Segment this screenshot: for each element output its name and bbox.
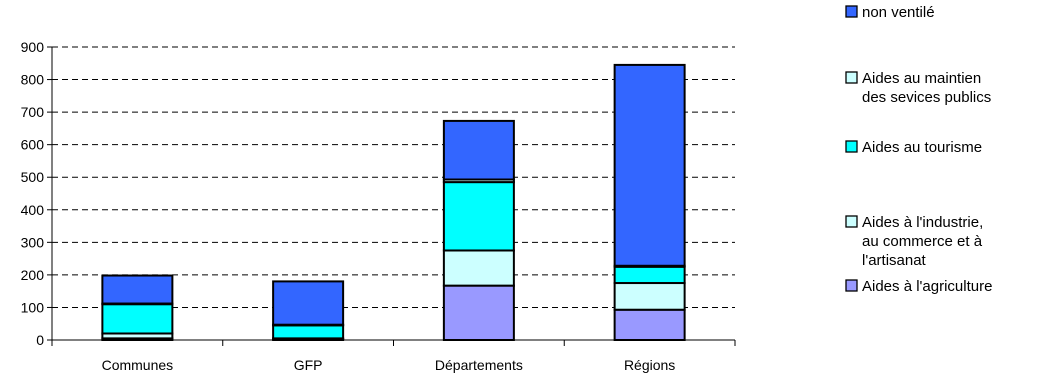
x-tick-label: GFP <box>294 357 323 373</box>
legend-label: Aides à l'agriculture <box>862 278 992 295</box>
bars <box>101 63 686 342</box>
legend-swatch <box>845 140 858 153</box>
y-tick-label: 200 <box>21 267 45 283</box>
bar-segment <box>272 280 345 326</box>
y-tick-label: 700 <box>21 104 45 120</box>
bar-segment <box>272 324 345 340</box>
bar-segment <box>101 303 174 335</box>
bar-segment <box>442 119 515 181</box>
bar-segment <box>101 274 174 305</box>
legend-label: Aides au maintien <box>862 70 981 87</box>
y-tick-label: 0 <box>36 332 44 348</box>
legend-label: l'artisanat <box>862 252 927 269</box>
legend-swatch <box>845 279 858 292</box>
bar-segment <box>442 284 515 342</box>
x-tick-label: Départements <box>435 357 523 373</box>
x-tick-label: Communes <box>102 357 174 373</box>
bar-segment <box>442 181 515 252</box>
legend-swatch <box>845 71 858 84</box>
bar-segment <box>613 282 686 311</box>
y-axis: 0 100 200 300 400 500 600 700 800 900 <box>21 39 53 348</box>
legend-label: des sevices publics <box>862 89 991 106</box>
legend-swatch <box>845 215 858 228</box>
y-tick-label: 800 <box>21 72 45 88</box>
bar-segment <box>613 308 686 341</box>
legend: non ventilé Aides au maintien des sevices … <box>845 4 992 295</box>
y-tick-label: 400 <box>21 202 45 218</box>
legend-label: non ventilé <box>862 4 935 21</box>
y-tick-label: 500 <box>21 169 45 185</box>
x-tick-label: Régions <box>624 357 675 373</box>
x-axis: Communes GFP Départements Régions <box>51 339 736 373</box>
bar-segment <box>442 249 515 287</box>
y-tick-label: 600 <box>21 137 45 153</box>
bar-segment <box>613 265 686 285</box>
legend-label: Aides au tourisme <box>862 139 982 156</box>
y-tick-label: 900 <box>21 39 45 55</box>
bar-segment <box>613 63 686 267</box>
legend-label: Aides à l'industrie, <box>862 214 983 231</box>
y-tick-label: 300 <box>21 234 45 250</box>
y-tick-label: 100 <box>21 299 45 315</box>
legend-swatch <box>845 5 858 18</box>
legend-label: au commerce et à <box>862 233 983 250</box>
